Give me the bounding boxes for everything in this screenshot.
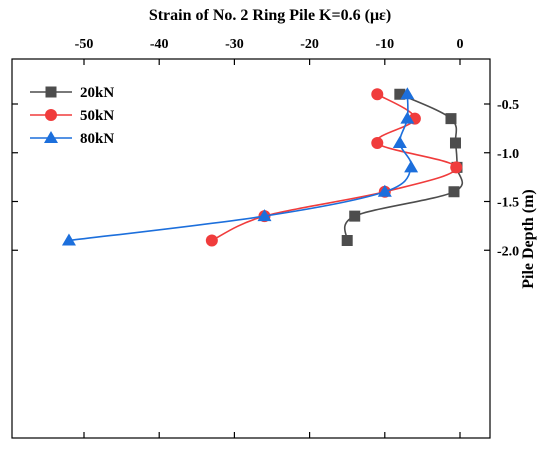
legend-label: 80kN xyxy=(80,131,114,147)
data-point xyxy=(404,160,419,173)
data-point xyxy=(392,136,407,148)
series-50kn xyxy=(205,88,463,247)
chart-title: Strain of No. 2 Ring Pile K=0.6 (με) xyxy=(149,7,391,24)
series-line xyxy=(343,93,464,241)
x-tick-label: -20 xyxy=(300,37,319,52)
plot-frame xyxy=(11,58,491,439)
x-tick-label: 0 xyxy=(457,37,464,52)
x-tick-label: -40 xyxy=(150,37,169,52)
legend: 20kN 50kN 80kN xyxy=(30,85,114,147)
legend-label: 20kN xyxy=(80,85,114,101)
data-point xyxy=(449,137,461,149)
x-tick-label: -30 xyxy=(225,37,244,52)
data-point xyxy=(394,88,406,100)
data-point xyxy=(400,87,415,100)
data-point xyxy=(257,209,272,222)
legend-marker xyxy=(44,131,58,143)
legend-marker xyxy=(45,86,57,98)
series-20kn xyxy=(341,88,464,246)
data-point xyxy=(377,184,392,197)
data-point xyxy=(445,113,457,125)
y-tick-label: -1.5 xyxy=(497,196,519,211)
data-point xyxy=(448,186,460,198)
y-tick-label: -2.0 xyxy=(497,244,519,259)
data-point xyxy=(371,88,384,101)
x-axis-ticks: -50 -40 -30 -20 -10 0 xyxy=(75,37,464,438)
data-point xyxy=(61,233,76,246)
data-point xyxy=(450,161,463,174)
data-point xyxy=(341,235,353,246)
legend-marker xyxy=(45,109,57,121)
y-tick-label: -0.5 xyxy=(497,98,519,113)
data-point xyxy=(349,210,361,222)
y-axis-ticks: -0.5 -1.0 -1.5 -2.0 xyxy=(12,98,519,259)
series-80kn xyxy=(61,87,419,246)
x-tick-label: -50 xyxy=(75,37,94,52)
x-tick-label: -10 xyxy=(375,37,394,52)
data-point xyxy=(205,234,218,247)
data-point xyxy=(400,111,415,124)
y-axis-label: Pile Depth (m) xyxy=(520,189,537,289)
data-point xyxy=(371,137,384,149)
legend-label: 50kN xyxy=(80,108,114,124)
y-tick-label: -1.0 xyxy=(497,147,519,162)
series-layer xyxy=(61,87,464,247)
